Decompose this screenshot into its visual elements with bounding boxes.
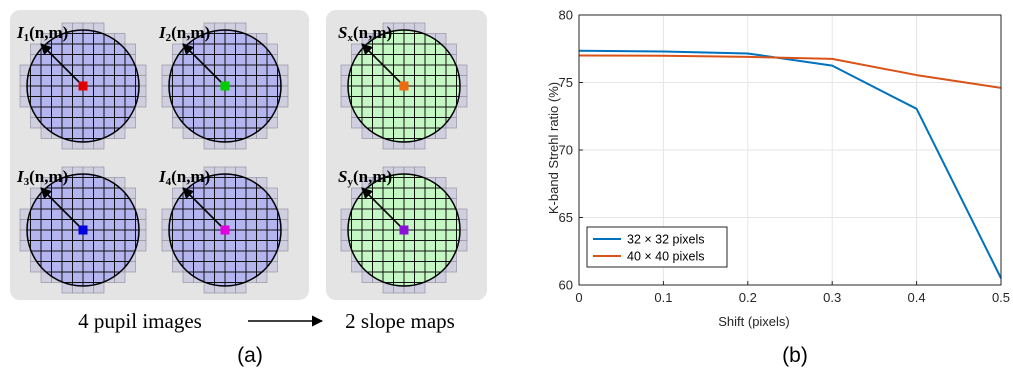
pupil-images-caption: 4 pupil images xyxy=(78,309,202,333)
pupil1-pupil: I2(n,m) xyxy=(158,22,289,150)
pixel-marker xyxy=(78,225,88,235)
y-tick-label: 75 xyxy=(559,75,573,90)
slope0-pupil: Sx(n,m) xyxy=(338,22,468,150)
pupil-label: I3(n,m) xyxy=(16,167,68,188)
legend-label-2: 40 × 40 pixels xyxy=(627,250,704,264)
pupil-label: Sy(n,m) xyxy=(338,167,392,188)
y-tick-label: 80 xyxy=(559,8,573,23)
chart-series xyxy=(578,49,1002,279)
slope1-pupil: Sy(n,m) xyxy=(338,166,468,294)
panel-a-label: (a) xyxy=(237,344,263,367)
y-tick-label: 60 xyxy=(559,278,573,293)
pupil3-pupil: I4(n,m) xyxy=(158,166,289,294)
slope-maps-caption: 2 slope maps xyxy=(345,309,455,333)
pointer-arrow xyxy=(40,43,80,83)
x-tick-label: 0.5 xyxy=(992,290,1010,305)
pixel-marker xyxy=(220,81,230,91)
pointer-arrow xyxy=(361,187,401,227)
pointer-arrow xyxy=(182,43,222,83)
pixel-marker xyxy=(220,225,230,235)
chart-ticks: 0 0.1 0.2 0.3 0.4 0.5 60 65 70 75 80 xyxy=(559,8,1011,306)
panel-b-chart: 0 0.1 0.2 0.3 0.4 0.5 60 65 70 75 80 Shift (pixels… xyxy=(546,8,1011,368)
y-axis-label: K-band Strehl ratio (%) xyxy=(546,82,561,214)
series-line-2 xyxy=(578,54,1002,89)
series-line-1 xyxy=(578,49,1002,279)
pupil-label: I1(n,m) xyxy=(16,23,68,44)
pixel-marker xyxy=(399,81,409,91)
x-tick-label: 0.2 xyxy=(739,290,757,305)
legend-box xyxy=(586,226,728,268)
x-tick-label: 0.4 xyxy=(908,290,926,305)
pointer-arrow xyxy=(182,187,222,227)
y-tick-label: 65 xyxy=(559,210,573,225)
y-tick-label: 70 xyxy=(559,143,573,158)
legend-label-1: 32 × 32 pixels xyxy=(627,233,704,247)
panel-b-label: (b) xyxy=(782,344,808,367)
pointer-arrow xyxy=(40,187,80,227)
pupil0-pupil: I1(n,m) xyxy=(16,22,147,150)
x-tick-label: 0 xyxy=(575,290,582,305)
pupil-label: I4(n,m) xyxy=(158,167,210,188)
pupil-label: Sx(n,m) xyxy=(338,23,392,44)
panel-a-diagram: I1(n,m) I2(n,m) I3(n,m) I4(n,m) Sx(n,m) Sy(n,… xyxy=(10,10,487,367)
pupil-label: I2(n,m) xyxy=(158,23,210,44)
chart-legend: 32 × 32 pixels 40 × 40 pixels xyxy=(586,226,728,268)
pixel-marker xyxy=(78,81,88,91)
pointer-arrow xyxy=(361,43,401,83)
x-axis-label: Shift (pixels) xyxy=(718,314,790,329)
x-tick-label: 0.1 xyxy=(654,290,672,305)
x-tick-label: 0.3 xyxy=(823,290,841,305)
pixel-marker xyxy=(399,225,409,235)
pupil2-pupil: I3(n,m) xyxy=(16,166,147,294)
